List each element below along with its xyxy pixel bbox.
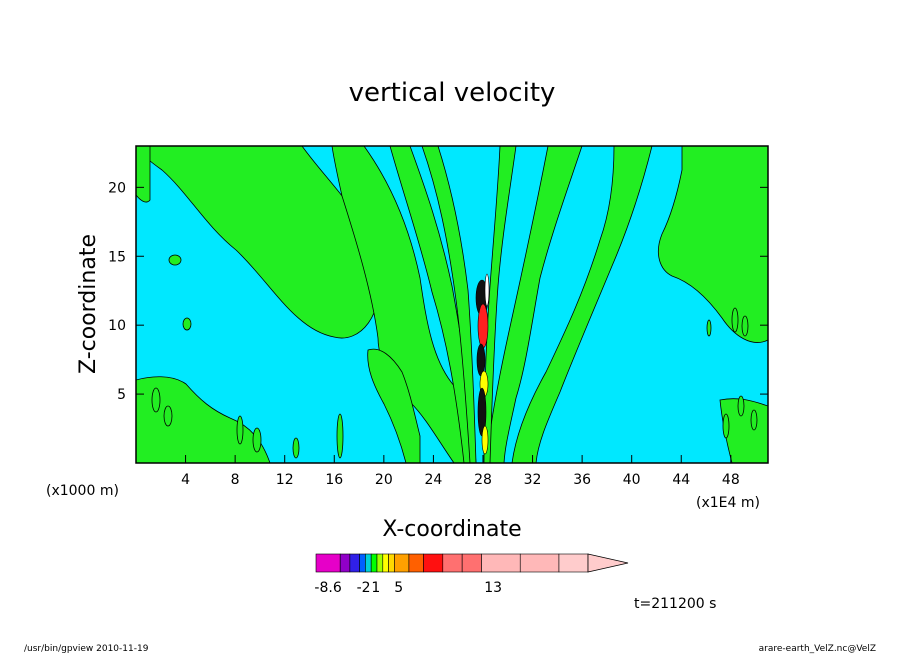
- positive-velocity-cell: [151, 387, 161, 413]
- x-tick-label: 24: [424, 472, 442, 488]
- positive-velocity-region: [658, 146, 768, 343]
- positive-velocity-cell: [741, 315, 749, 337]
- colorbar-bin: [315, 553, 341, 573]
- colorbar-bin: [519, 553, 560, 573]
- x-tick-label: 32: [524, 472, 542, 488]
- positive-velocity-region: [367, 348, 421, 463]
- positive-velocity-cell: [731, 307, 739, 333]
- positive-velocity-cell: [292, 437, 300, 459]
- colorbar-bin: [394, 553, 410, 573]
- positive-velocity-cell: [163, 405, 173, 427]
- positive-velocity-region: [331, 146, 477, 463]
- positive-velocity-cell: [750, 409, 758, 431]
- positive-velocity-region: [136, 376, 271, 463]
- velocity-core-spot: [484, 273, 490, 307]
- time-label: t=211200 s: [634, 596, 716, 612]
- x-tick-label: 40: [623, 472, 641, 488]
- chart-title: vertical velocity: [349, 78, 556, 108]
- positive-velocity-region: [483, 146, 517, 463]
- positive-velocity-cell: [182, 317, 192, 331]
- positive-velocity-region: [485, 146, 583, 463]
- y-axis: 5 10 15 20: [108, 180, 768, 403]
- x-axis: 4 8 12 16 20 24 28 32 36 40 44 48: [181, 455, 740, 488]
- colorbar-bin: [408, 553, 424, 573]
- colorbar-bin: [461, 553, 482, 573]
- x-axis-title: X-coordinate: [382, 517, 521, 542]
- y-tick-label: 15: [108, 249, 126, 265]
- colorbar: [315, 553, 629, 573]
- positive-velocity-cell: [737, 395, 745, 417]
- positive-velocity-cell: [236, 415, 244, 445]
- contour-layer: [136, 146, 768, 463]
- positive-velocity-region: [389, 146, 473, 463]
- velocity-core-medium: [481, 425, 489, 455]
- colorbar-bin: [481, 553, 521, 573]
- colorbar-label: 1: [371, 580, 380, 596]
- colorbar-bin: [370, 553, 378, 573]
- colorbar-labels: -8.6 -2 1 5 13: [314, 580, 502, 596]
- positive-velocity-region: [136, 146, 151, 203]
- colorbar-label: -2: [357, 580, 371, 596]
- footer-right: arare-earth_VelZ.nc@VelZ: [759, 644, 876, 654]
- x-tick-label: 16: [325, 472, 343, 488]
- colorbar-bin: [365, 553, 372, 573]
- x-scale-label: (x1E4 m): [696, 495, 760, 511]
- footer-left: /usr/bin/gpview 2010-11-19: [24, 644, 149, 654]
- positive-velocity-cell: [252, 427, 262, 453]
- y-tick-label: 10: [108, 318, 126, 334]
- colorbar-bin: [349, 553, 360, 573]
- x-tick-label: 12: [276, 472, 294, 488]
- y-axis-title: Z-coordinate: [76, 234, 101, 374]
- colorbar-bin: [382, 553, 389, 573]
- x-tick-label: 36: [573, 472, 591, 488]
- colorbar-label: 5: [394, 580, 403, 596]
- colorbar-bin: [339, 553, 351, 573]
- positive-velocity-cell: [722, 413, 730, 439]
- colorbar-extension: [587, 553, 629, 573]
- plot-frame: [135, 145, 769, 464]
- colorbar-bin: [423, 553, 444, 573]
- colorbar-bin: [558, 553, 589, 573]
- x-tick-label: 48: [722, 472, 740, 488]
- velocity-core-high: [477, 303, 489, 349]
- positive-velocity-cell: [336, 413, 344, 459]
- x-tick-label: 28: [474, 472, 492, 488]
- x-unit-label: (x1000 m): [46, 483, 119, 499]
- colorbar-bin: [376, 553, 384, 573]
- y-tick-label: 20: [108, 180, 126, 196]
- colorbar-label: -8.6: [314, 580, 341, 596]
- x-tick-label: 8: [231, 472, 240, 488]
- colorbar-bin: [442, 553, 463, 573]
- x-tick-label: 20: [375, 472, 393, 488]
- colorbar-bin: [359, 553, 366, 573]
- positive-velocity-cell: [706, 319, 712, 337]
- x-tick-label: 44: [672, 472, 690, 488]
- positive-velocity-cell: [168, 254, 182, 266]
- colorbar-label: 13: [484, 580, 502, 596]
- colorbar-bin: [388, 553, 395, 573]
- x-tick-label: 4: [181, 472, 190, 488]
- plot-area: [136, 146, 768, 463]
- y-tick-label: 5: [117, 387, 126, 403]
